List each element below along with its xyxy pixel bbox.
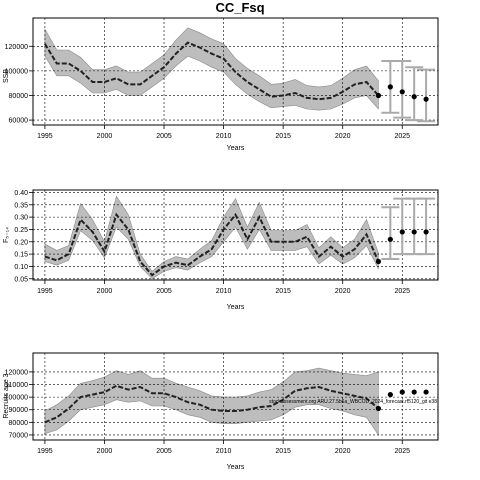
y-tick-label: 0.40 xyxy=(14,190,28,197)
x-tick-label: 2000 xyxy=(97,448,113,455)
projection-point xyxy=(411,389,417,395)
chart-panel-1: 1995 2000 2005 2010 2015 2020 2025 60000 80000 10… xyxy=(3,17,439,152)
x-axis-label: Years xyxy=(227,145,245,152)
projection-point xyxy=(423,389,429,395)
x-tick-label: 1995 xyxy=(37,133,53,140)
x-tick-label: 2005 xyxy=(156,448,172,455)
y-axis-label: F₅₋₁₄ xyxy=(3,227,10,243)
chart-panel-3: 1995 2000 2005 2010 2015 2020 2025 70000 80000 90… xyxy=(3,352,439,471)
confidence-band xyxy=(44,195,379,280)
x-tick-label: 2020 xyxy=(335,448,351,455)
x-tick-label: 2025 xyxy=(394,288,410,295)
x-tick-label: 2015 xyxy=(275,133,291,140)
plot-frame xyxy=(32,352,439,441)
plot-frame xyxy=(32,189,439,281)
plot-frame xyxy=(32,17,439,126)
y-tick-label: 120000 xyxy=(5,44,28,51)
page-title: CC_Fsq xyxy=(215,0,265,15)
x-tick-label: 2005 xyxy=(156,133,172,140)
x-tick-label: 2020 xyxy=(335,288,351,295)
y-tick-label: 100000 xyxy=(5,395,28,402)
y-tick-label: 0.35 xyxy=(14,202,28,209)
projection-point xyxy=(423,96,429,102)
x-tick-label: 2015 xyxy=(275,448,291,455)
x-tick-label: 2020 xyxy=(335,133,351,140)
x-tick-label: 2025 xyxy=(394,448,410,455)
estimate-line xyxy=(44,41,380,101)
y-tick-label: 80000 xyxy=(9,93,29,100)
projection-point xyxy=(387,392,393,398)
projection-point xyxy=(411,94,417,100)
last-estimate-point xyxy=(375,405,382,412)
y-axis-label: SSB xyxy=(3,69,10,83)
y-tick-label: 60000 xyxy=(9,118,29,125)
x-tick-label: 2010 xyxy=(216,288,232,295)
y-tick-label: 90000 xyxy=(9,407,29,414)
x-tick-label: 2010 xyxy=(216,448,232,455)
y-axis-label: Recruits age 3 xyxy=(3,373,10,418)
x-tick-label: 1995 xyxy=(37,288,53,295)
projection-point xyxy=(399,89,405,95)
x-tick-label: 2010 xyxy=(216,133,232,140)
x-tick-label: 2000 xyxy=(97,288,113,295)
projection-point xyxy=(411,229,417,235)
x-tick-label: 2015 xyxy=(275,288,291,295)
last-estimate-point xyxy=(375,92,382,99)
estimate-line xyxy=(44,212,380,277)
y-tick-label: 0.20 xyxy=(14,239,28,246)
x-tick-label: 2025 xyxy=(394,133,410,140)
y-tick-label: 0.10 xyxy=(14,264,28,271)
y-tick-label: 80000 xyxy=(9,420,29,427)
x-tick-label: 2000 xyxy=(97,133,113,140)
y-tick-label: 100000 xyxy=(5,68,28,75)
estimate-line xyxy=(44,384,380,424)
x-tick-label: 2005 xyxy=(156,288,172,295)
y-tick-label: 120000 xyxy=(5,369,28,376)
x-axis-label: Years xyxy=(227,304,245,311)
projection-point xyxy=(387,84,393,90)
x-tick-label: 1995 xyxy=(37,448,53,455)
last-estimate-point xyxy=(375,258,382,265)
y-tick-label: 70000 xyxy=(9,432,29,439)
chart-annotation: stockassessment.org ARU.27.5b6a_WBCOD_20… xyxy=(269,399,437,405)
y-tick-label: 110000 xyxy=(5,382,28,389)
y-tick-label: 0.15 xyxy=(14,252,28,259)
y-tick-label: 0.30 xyxy=(14,215,28,222)
projection-point xyxy=(423,229,429,235)
confidence-band xyxy=(44,27,379,111)
chart-panel-2: 1995 2000 2005 2010 2015 2020 2025 0.05 0.10 0.15… xyxy=(3,189,439,311)
projection-point xyxy=(387,236,393,242)
projection-point xyxy=(399,389,405,395)
x-axis-label: Years xyxy=(227,464,245,471)
y-tick-label: 0.25 xyxy=(14,227,28,234)
projection-point xyxy=(399,229,405,235)
y-tick-label: 0.05 xyxy=(14,276,28,283)
